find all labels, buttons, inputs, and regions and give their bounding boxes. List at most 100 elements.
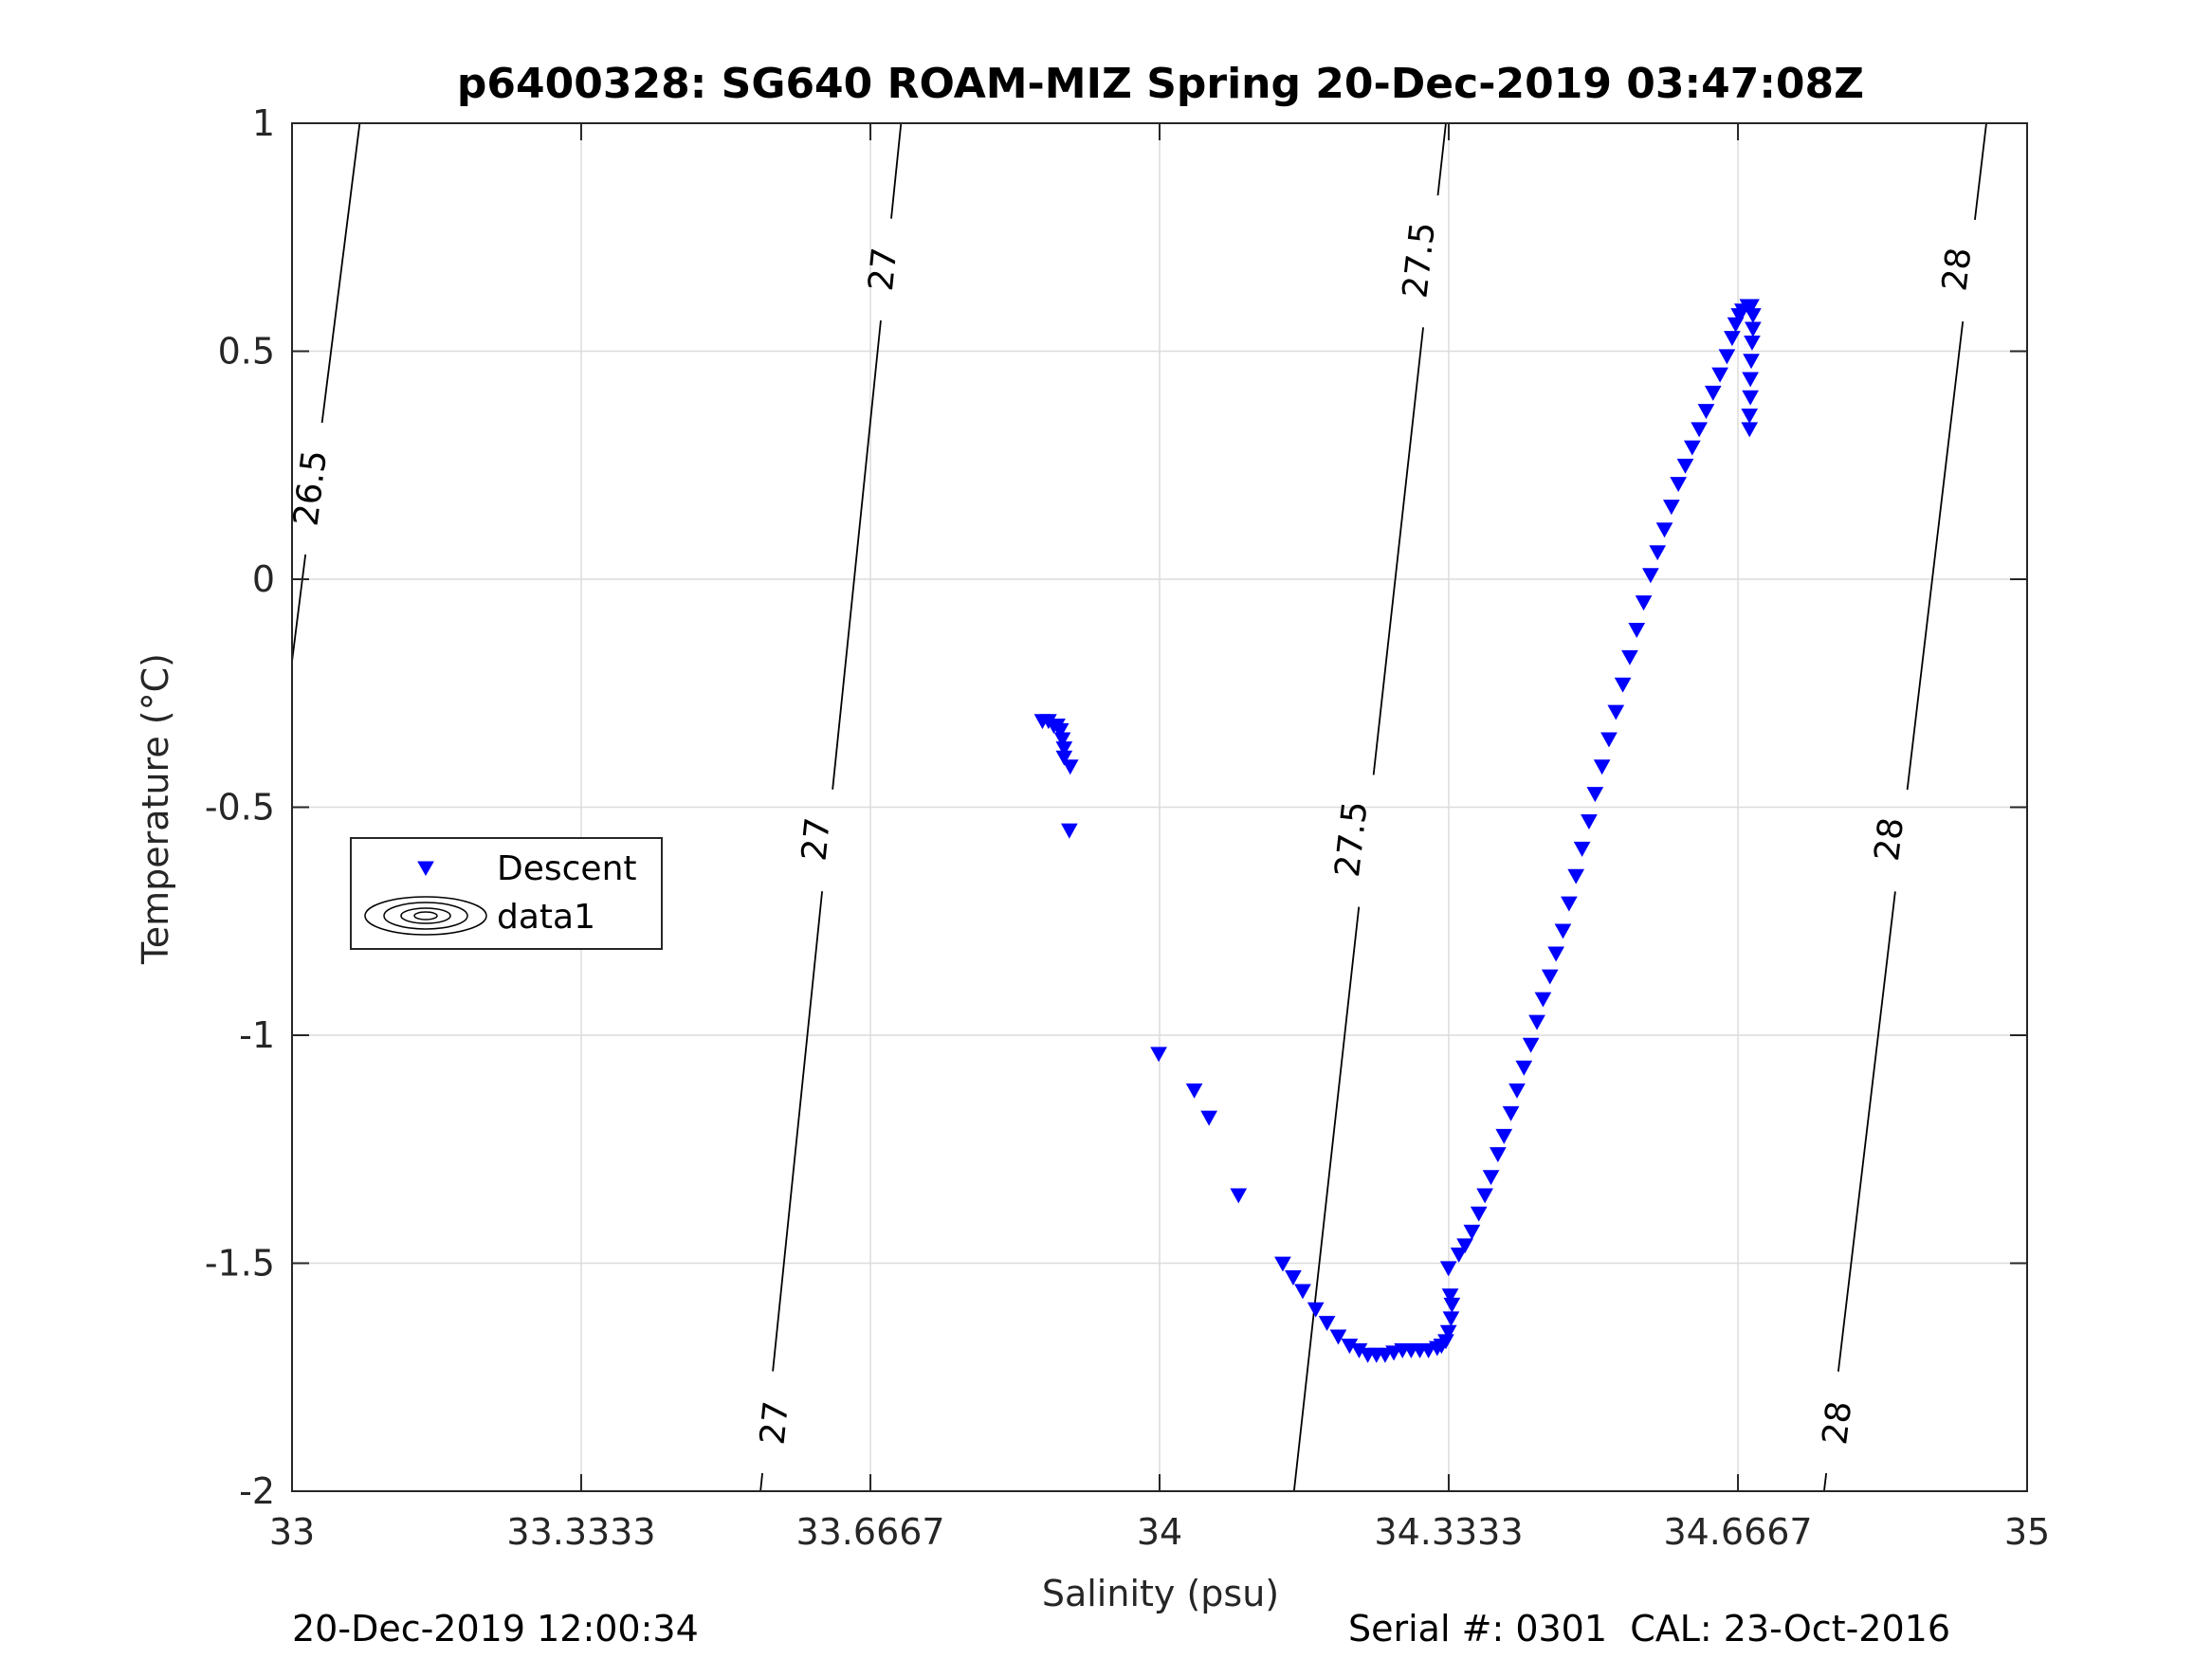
descent-point [1741,408,1759,424]
descent-point [1711,367,1728,383]
descent-point [1663,500,1680,516]
contour-line-27.5 [1292,906,1361,1492]
descent-point [1554,923,1572,939]
contour-line-27 [772,891,823,1372]
contour-line-27.5 [1372,327,1424,775]
y-tick-label: -1.5 [205,1243,275,1285]
descent-point [1307,1302,1325,1318]
descent-point [1704,385,1722,401]
legend-box [350,837,663,950]
descent-point [1724,331,1741,347]
descent-point [1561,896,1578,912]
descent-series [1033,299,1762,1363]
x-tick-label: 33.3333 [506,1511,655,1553]
y-tick-label: -1 [239,1014,275,1056]
x-tick-label: 34.3333 [1374,1511,1523,1553]
descent-point [1635,595,1653,611]
descent-point [1502,1105,1520,1121]
legend-contour-icon [413,911,438,921]
descent-point [1053,732,1071,748]
descent-point [1185,1083,1203,1099]
descent-point [1439,1324,1457,1340]
contour-line-28 [1822,1472,1828,1492]
contour-label: 27 [754,1399,796,1447]
descent-point [1567,868,1585,884]
contour-line-27.5 [1436,122,1447,196]
contour-label: 26.5 [286,448,335,529]
isopycnal-contours: 26.5 27 27 27 27.5 27.5 28 28 28 [286,122,1987,1492]
descent-point [1482,1170,1500,1186]
descent-point [1600,732,1618,748]
descent-point [1522,1037,1540,1053]
descent-point [1683,440,1701,456]
descent-point [1528,1014,1545,1030]
legend: Descent data1 [350,837,663,950]
x-tick-label: 35 [2004,1511,2050,1553]
descent-point [1442,1311,1460,1327]
y-tick-label: 0 [252,558,275,600]
descent-point [1534,992,1552,1008]
contour-line-28 [1974,122,1987,221]
legend-contour-icon [383,902,468,930]
descent-point [1741,422,1759,438]
descent-point [1490,1147,1507,1163]
descent-point [1463,1224,1481,1240]
descent-point [1691,422,1708,438]
y-axis-label: Temperature (°C) [135,653,176,965]
descent-point [1061,759,1079,775]
descent-point [1593,759,1611,775]
x-tick-label: 34 [1137,1511,1182,1553]
descent-point [1055,741,1073,757]
x-tick-label: 34.6667 [1663,1511,1812,1553]
chart-title: p6400328: SG640 ROAM-MIZ Spring 20-Dec-2… [457,60,1864,108]
descent-point [1476,1188,1493,1204]
descent-point [1718,349,1736,365]
descent-point [1150,1047,1167,1063]
descent-point [1541,969,1559,985]
descent-point [1697,404,1715,420]
descent-point [1742,372,1759,388]
descent-point [1456,1238,1473,1254]
descent-point [1586,787,1604,803]
descent-point [1230,1188,1248,1204]
descent-point [1318,1316,1336,1332]
descent-point [1743,354,1760,370]
descent-point [1642,568,1659,584]
contour-label: 27.5 [1328,799,1376,879]
contour-line-27 [759,1472,763,1492]
contour-label: 27 [795,815,838,863]
contour-label: 28 [1868,815,1911,863]
descent-point [1508,1083,1526,1099]
x-tick-label: 33.6667 [795,1511,944,1553]
contour-label: 27 [862,246,905,293]
footer-serial-cal: Serial #: 0301 CAL: 23-Oct-2016 [1348,1608,1951,1650]
descent-point [1742,390,1759,406]
descent-point [1743,299,1760,315]
legend-descent-marker [417,861,434,877]
contour-label: 28 [1816,1399,1859,1447]
descent-point [1294,1284,1311,1300]
descent-point [1515,1060,1533,1076]
contour-line-27 [890,122,903,219]
contour-line-28 [1906,321,1965,791]
contour-label: 28 [1935,246,1979,293]
descent-point [1621,649,1638,665]
descent-point [1495,1128,1513,1144]
descent-point [1745,308,1762,324]
descent-point [1628,623,1646,638]
contour-line-27 [832,319,882,790]
descent-point [1614,677,1632,693]
descent-point [1655,522,1673,538]
y-tick-label: -0.5 [205,787,275,829]
descent-point [1573,841,1591,857]
descent-point [1060,823,1078,839]
legend-contour-icon [400,907,451,924]
descent-point [1547,946,1565,962]
y-tick-label: 0.5 [218,331,275,373]
x-axis-label: Salinity (psu) [1042,1573,1279,1614]
descent-point [1607,704,1625,720]
descent-point [1744,335,1761,351]
contour-line-26.5 [320,122,361,424]
descent-point [1670,477,1688,493]
